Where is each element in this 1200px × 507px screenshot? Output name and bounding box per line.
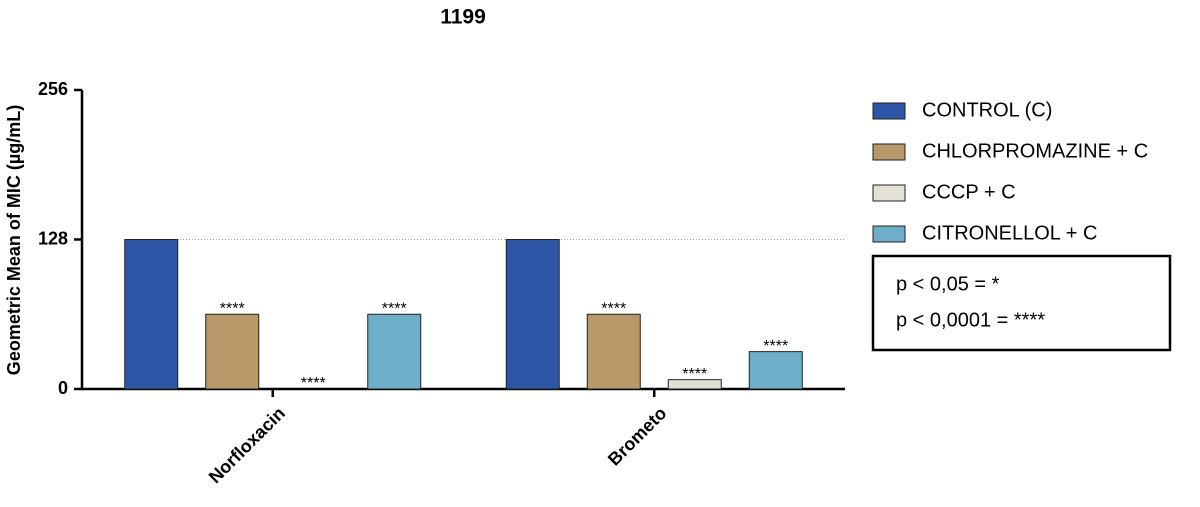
legend-swatch xyxy=(872,225,906,243)
significance-label: **** xyxy=(682,366,707,383)
significance-label: **** xyxy=(220,300,245,317)
significance-label: **** xyxy=(763,338,788,355)
bar xyxy=(748,351,803,390)
significance-label: **** xyxy=(301,375,326,392)
bar xyxy=(124,239,179,390)
bar xyxy=(205,313,260,390)
bar xyxy=(667,379,722,390)
bar xyxy=(505,239,560,390)
note-line: p < 0,0001 = **** xyxy=(896,309,1045,331)
x-tick-label: Norfloxacin xyxy=(205,403,289,487)
significance-label: **** xyxy=(382,300,407,317)
note-line: p < 0,05 = * xyxy=(896,273,1000,295)
legend-label: CONTROL (C) xyxy=(922,99,1052,121)
legend-label: CHLORPROMAZINE + C xyxy=(922,140,1148,162)
significance-label: **** xyxy=(601,300,626,317)
chart-title: 1199 xyxy=(440,6,486,29)
y-axis-label: Geometric Mean of MIC (µg/mL) xyxy=(4,105,24,375)
legend-label: CITRONELLOL + C xyxy=(922,222,1097,244)
y-tick-label: 256 xyxy=(38,79,68,99)
note-box xyxy=(871,254,1172,352)
legend-swatch xyxy=(872,143,906,161)
legend-swatch xyxy=(872,184,906,202)
y-tick-label: 0 xyxy=(58,378,68,398)
y-tick-label: 128 xyxy=(38,228,68,248)
legend-label: CCCP + C xyxy=(922,181,1016,203)
bar xyxy=(367,313,422,390)
x-tick-label: Brometo xyxy=(604,403,670,469)
legend-swatch xyxy=(872,102,906,120)
bar xyxy=(586,313,641,390)
